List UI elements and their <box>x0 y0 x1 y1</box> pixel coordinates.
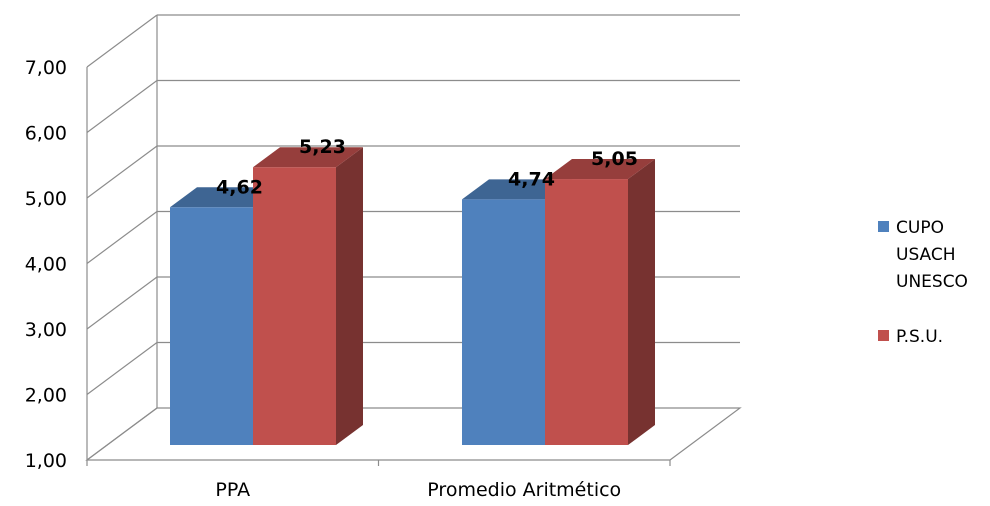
data-label: 4,62 <box>216 176 263 198</box>
y-tick-label: 5,00 <box>25 188 67 210</box>
bar-front <box>253 167 336 446</box>
bar-top <box>545 159 655 180</box>
x-category-label: PPA <box>215 479 250 501</box>
gridline-side-5 <box>86 80 158 133</box>
bar-top <box>462 179 572 200</box>
bar-side <box>336 147 363 446</box>
data-labels: 4,62 5,23 4,74 5,05 <box>216 136 638 198</box>
gridline-side-6 <box>86 14 158 68</box>
gridline-side-1 <box>86 342 158 395</box>
axes <box>85 15 742 466</box>
legend-label: CUPO <box>896 218 944 238</box>
floor-plane <box>85 407 742 461</box>
data-label: 4,74 <box>508 168 555 190</box>
data-label: 5,23 <box>299 136 346 158</box>
x-category-label: Promedio Aritmético <box>427 479 621 501</box>
legend-label: USACH <box>896 245 956 265</box>
y-tick-label: 7,00 <box>25 57 67 79</box>
y-tick-label: 1,00 <box>25 450 67 472</box>
legend: CUPO USACH UNESCO P.S.U. <box>878 218 968 347</box>
y-axis-tick-labels: 1,00 2,00 3,00 4,00 5,00 6,00 7,00 <box>25 57 67 472</box>
bar-psu-0 <box>253 147 363 446</box>
bars <box>170 147 655 446</box>
data-label: 5,05 <box>591 148 638 170</box>
y-tick-label: 4,00 <box>25 254 67 276</box>
y-tick-label: 3,00 <box>25 319 67 341</box>
gridline-side-4 <box>86 145 158 199</box>
gridline-side-2 <box>86 276 158 330</box>
bar-front <box>545 179 628 446</box>
y-tick-label: 2,00 <box>25 385 67 407</box>
legend-entry: P.S.U. <box>878 327 943 347</box>
bar-side <box>628 159 655 446</box>
legend-entry: CUPO USACH UNESCO <box>878 218 968 292</box>
legend-swatch <box>878 221 889 232</box>
bar-top <box>170 187 280 208</box>
bar-front <box>462 199 545 445</box>
bar-front <box>170 207 253 445</box>
gridline-side-3 <box>86 211 158 264</box>
y-tick-label: 6,00 <box>25 123 67 145</box>
legend-label: UNESCO <box>896 272 968 292</box>
bar-psu-1 <box>545 159 655 446</box>
legend-swatch <box>878 330 889 341</box>
bar-top <box>253 147 363 168</box>
x-axis-category-labels: PPA Promedio Aritmético <box>215 479 621 501</box>
legend-label: P.S.U. <box>896 327 943 347</box>
